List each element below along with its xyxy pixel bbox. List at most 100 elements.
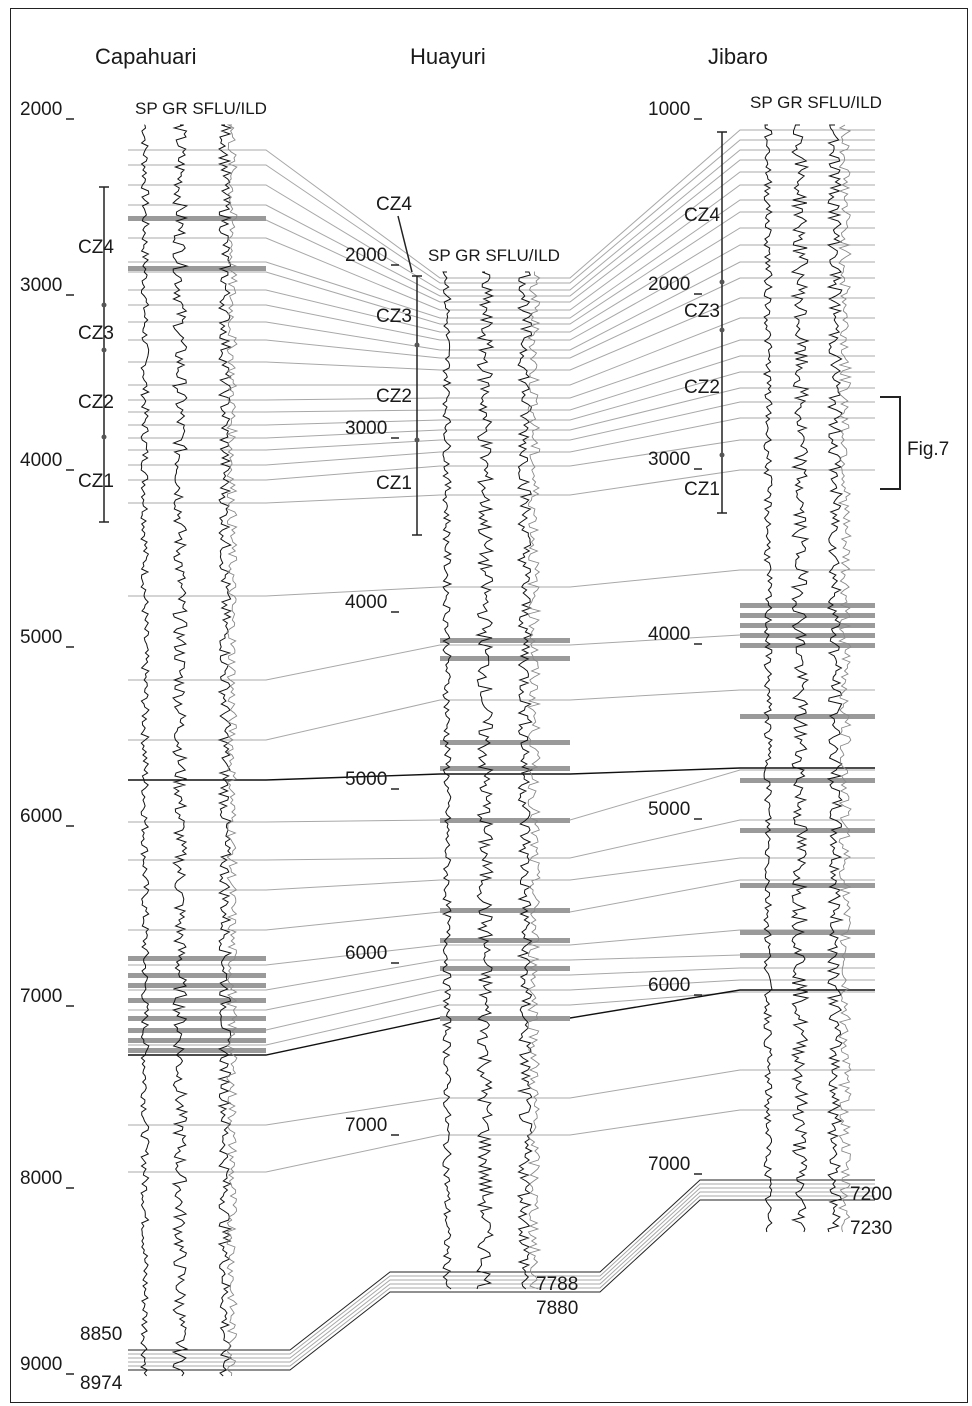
depth-label: 3000 [345,418,387,439]
depth-label: 1000 [648,99,690,120]
log-curve [762,124,773,1233]
correlation-line [128,569,875,597]
correlation-line [128,199,875,319]
zone-label: CZ1 [78,471,114,492]
correlation-line [128,1109,875,1173]
correlation-line [128,991,875,1046]
zone-boundary-dot [414,437,420,443]
correlation-line [128,1069,875,1126]
marker-bar [740,930,875,935]
log-curve [140,124,150,1377]
correlation-line [128,819,875,861]
figure-bracket [880,396,901,490]
correlation-line [128,371,875,426]
log-curve [217,124,233,1377]
correlation-lines [128,129,875,1371]
marker-bar [740,953,875,958]
log-curve [441,271,453,1290]
correlation-line [128,689,875,741]
basement-line [128,1179,875,1351]
correlation-line [128,129,875,279]
marker-bar [740,643,875,648]
correlation-line [128,387,875,439]
marker-bar [128,216,266,221]
correlation-line [128,339,875,401]
correlation-line [128,769,875,823]
depth-label: 4000 [20,450,62,471]
marker-bar [740,883,875,888]
depth-label: 4000 [345,592,387,613]
correlation-line [128,149,875,291]
marker-bar [740,603,875,608]
marker-bar [740,714,875,719]
basement-line [128,1199,875,1371]
log-curve [826,124,844,1233]
log-curve [526,271,542,1290]
depth-label: 5000 [648,799,690,820]
marker-bar [128,266,266,271]
marker-bar [128,956,266,961]
zone-boundary-dot [101,434,107,440]
marker-bar [440,766,570,771]
figure-reference: Fig.7 [907,439,949,460]
basement-line [128,1183,875,1355]
zone-label: CZ4 [376,194,412,215]
marker-bar [128,1048,266,1053]
zone-boundary-dot [719,327,725,333]
marker-bar [440,938,570,943]
correlation-line [128,297,875,371]
depth-label: 6000 [345,943,387,964]
correlation-line [128,401,875,451]
depth-label: 3000 [648,449,690,470]
depth-label: 2000 [648,274,690,295]
depth-label: 5000 [345,769,387,790]
well-title-huayuri: Huayuri [410,44,486,69]
depth-label: 9000 [20,1354,62,1375]
depth-label: 6000 [20,806,62,827]
zone-label: CZ3 [376,306,412,327]
marker-bar [740,613,875,618]
track-header-capahuari: SP GR SFLU/ILD [135,99,267,118]
zone-label: CZ3 [684,301,720,322]
track-header-jibaro: SP GR SFLU/ILD [750,93,882,112]
marker-bar [440,656,570,661]
depth-label: 3000 [20,275,62,296]
bottom-label: 8850 [80,1324,122,1345]
zone-label: CZ2 [376,386,412,407]
log-curve [171,124,189,1377]
bottom-label: 7200 [850,1184,892,1205]
bottom-label: 7880 [536,1298,578,1319]
marker-bar [128,983,266,988]
bottom-label: 8974 [80,1373,123,1394]
depth-label: 7000 [648,1154,690,1175]
basement-line [128,1195,875,1367]
marker-bars [128,216,875,1053]
well-title-jibaro: Jibaro [708,44,768,69]
marker-bar [128,1038,266,1043]
track-header-huayuri: SP GR SFLU/ILD [428,246,560,265]
correlation-line [128,767,875,781]
marker-bar [128,1028,266,1033]
log-curve [475,271,495,1290]
correlation-line [128,967,875,1011]
depth-label: 6000 [648,975,690,996]
zone-label: CZ4 [78,237,114,258]
zone-label: CZ4 [684,205,720,226]
correlation-line [128,439,875,481]
zone-boundary-dot [719,279,725,285]
marker-bar [440,740,570,745]
basement-line [128,1187,875,1359]
correlation-line [128,857,875,891]
correlation-line [128,277,875,359]
marker-bar [740,778,875,783]
marker-bar [128,973,266,978]
correlation-line [128,184,875,311]
zone-boundary-dot [719,452,725,458]
marker-bar [128,998,266,1003]
zone-label: CZ3 [78,323,114,344]
log-curve [837,124,853,1233]
zone-boundary-dot [101,302,107,308]
marker-bar [128,1016,266,1021]
zone-label: CZ1 [684,479,720,500]
marker-bar [740,633,875,638]
